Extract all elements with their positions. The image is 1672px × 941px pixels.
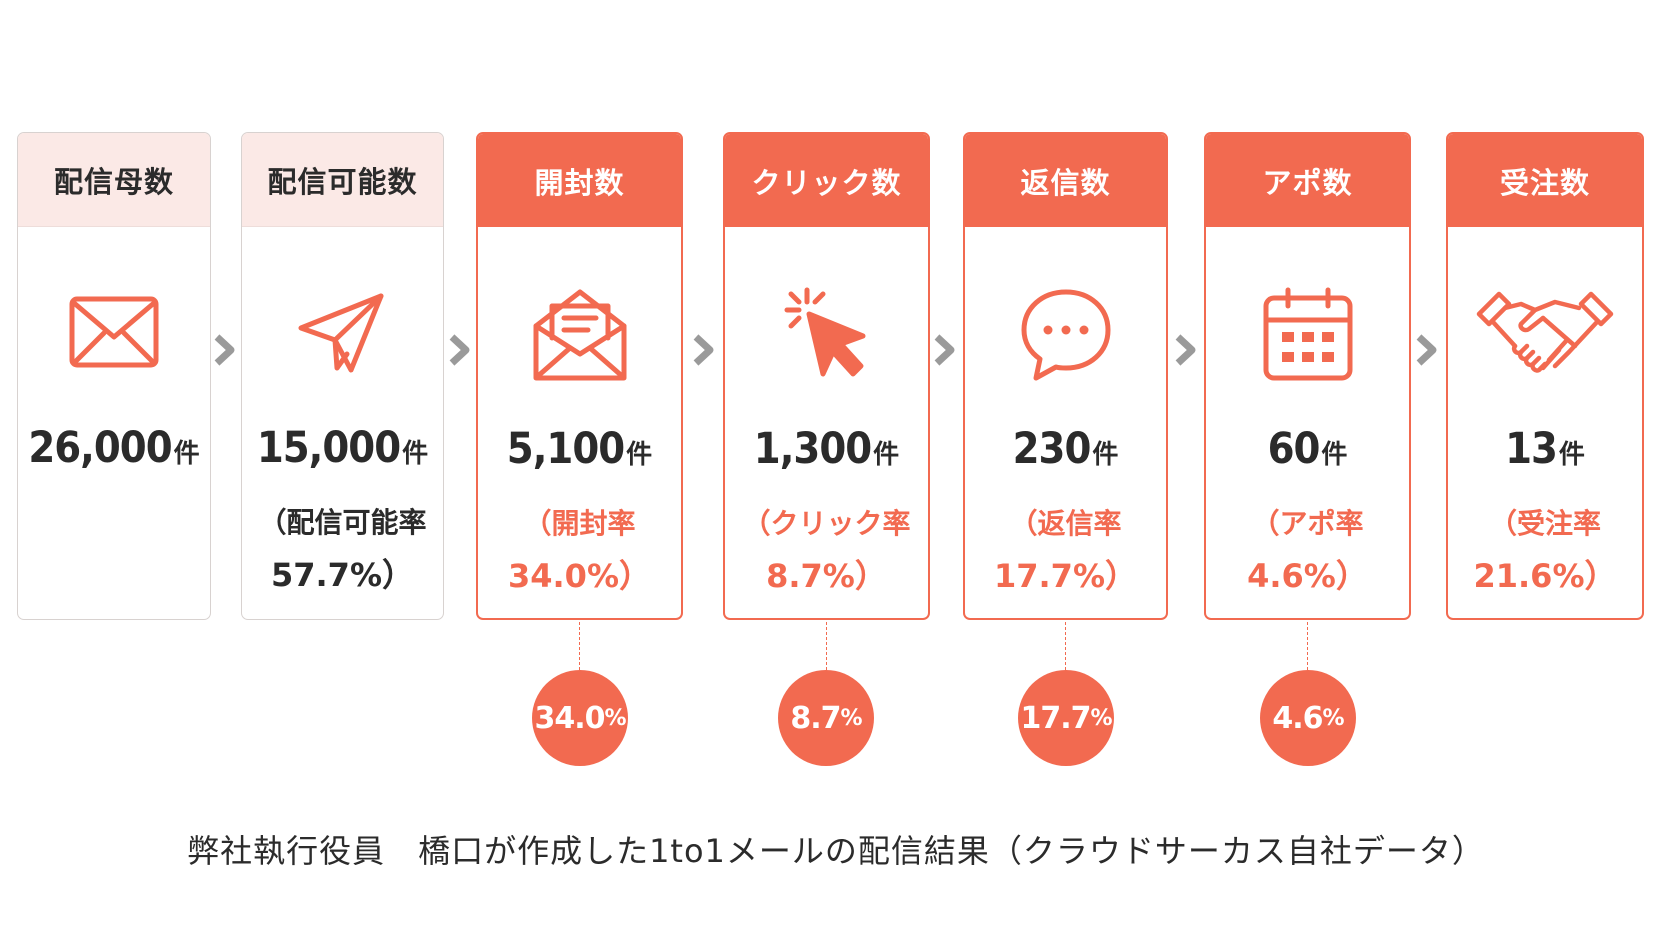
stage-title: 返信数: [965, 134, 1166, 227]
stage-count: 26,000件: [28, 423, 200, 473]
open-envelope-icon: [478, 284, 681, 384]
stage-title: クリック数: [725, 134, 928, 227]
stage-card-delivery-base: 配信母数 26,000件: [17, 132, 211, 620]
stage-rate: （返信率 17.7%）: [993, 507, 1138, 595]
stage-count: 13件: [1505, 424, 1585, 474]
stage-count: 60件: [1267, 424, 1348, 474]
stage-count: 5,100件: [506, 424, 653, 474]
handshake-icon: [1448, 284, 1642, 384]
stage-title: 配信母数: [18, 133, 210, 227]
calendar-icon: [1206, 284, 1409, 384]
rate-bubble-open: 34.0%: [532, 670, 628, 766]
chevron-right-icon: [1416, 334, 1437, 366]
stage-card-order: 受注数 13件 （受注率 21.6%）: [1446, 132, 1644, 620]
stage-card-deliverable: 配信可能数 15,000件 （配信可能率 57.7%）: [241, 132, 444, 620]
stage-title: 受注数: [1448, 134, 1642, 227]
chevron-right-icon: [934, 334, 955, 366]
cursor-click-icon: [725, 284, 928, 384]
envelope-icon: [18, 283, 210, 383]
stage-rate: （受注率 21.6%）: [1473, 507, 1617, 595]
connector-line: [1307, 622, 1308, 670]
chevron-right-icon: [449, 334, 470, 366]
stage-card-open: 開封数 5,100件 （開封率 34.0%）: [476, 132, 683, 620]
chevron-right-icon: [693, 334, 714, 366]
stage-card-reply: 返信数 230件 （返信率 17.7%）: [963, 132, 1168, 620]
stage-count: 230件: [1012, 424, 1119, 474]
stage-title: 開封数: [478, 134, 681, 227]
stage-count: 1,300件: [753, 424, 900, 474]
stage-title: 配信可能数: [242, 133, 443, 227]
source-caption: 弊社執行役員 橋口が作成した1to1メールの配信結果（クラウドサーカス自社データ…: [187, 832, 1485, 870]
rate-bubble-reply: 17.7%: [1018, 670, 1114, 766]
connector-line: [1065, 622, 1066, 670]
stage-title: アポ数: [1206, 134, 1409, 227]
paper-plane-icon: [242, 283, 443, 383]
chevron-right-icon: [1175, 334, 1196, 366]
chat-bubble-icon: [965, 284, 1166, 384]
stage-count: 15,000件: [256, 423, 429, 473]
connector-line: [579, 622, 580, 670]
stage-rate: （配信可能率 57.7%）: [258, 506, 427, 594]
stage-rate: （アポ率 4.6%）: [1247, 507, 1368, 595]
stage-rate: （開封率 34.0%）: [507, 507, 652, 595]
stage-card-click: クリック数 1,300件 （クリック率 8.7%）: [723, 132, 930, 620]
rate-bubble-appointment: 4.6%: [1260, 670, 1356, 766]
rate-bubble-click: 8.7%: [778, 670, 874, 766]
chevron-right-icon: [214, 334, 235, 366]
stage-rate: （クリック率 8.7%）: [742, 507, 911, 595]
stage-card-appointment: アポ数 60件 （アポ率 4.6%）: [1204, 132, 1411, 620]
connector-line: [826, 622, 827, 670]
